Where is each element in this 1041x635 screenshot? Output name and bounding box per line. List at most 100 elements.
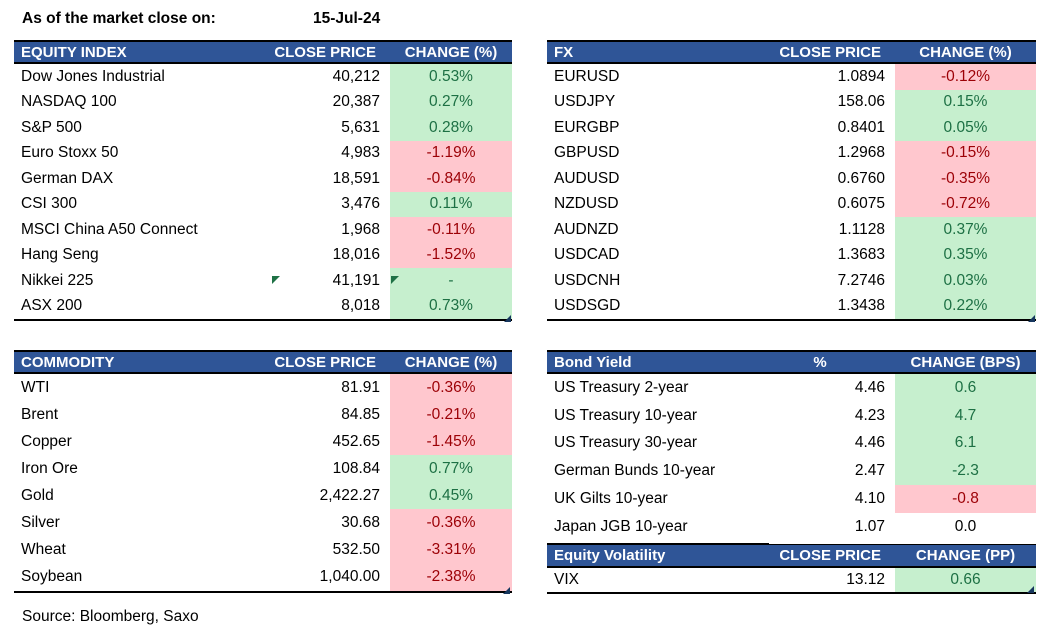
table-row: Copper 452.65 -1.45% xyxy=(14,428,512,456)
close-price: 3,476 xyxy=(341,195,380,213)
instrument-name: UK Gilts 10-year xyxy=(554,489,668,507)
close-price: 5,631 xyxy=(341,118,380,136)
change-value: 0.03% xyxy=(895,268,1036,294)
instrument-name: ASX 200 xyxy=(21,297,83,315)
change-value: -1.45% xyxy=(390,428,512,456)
instrument-name: USDCNH xyxy=(554,271,621,289)
instrument-name: EURUSD xyxy=(554,67,620,85)
close-price: 4.46 xyxy=(854,378,885,396)
instrument-name: Brent xyxy=(21,405,59,423)
equity_volatility-header-row: Equity Volatility CLOSE PRICE CHANGE (PP) xyxy=(547,544,1036,568)
column-header-value: CLOSE PRICE xyxy=(274,353,376,371)
column-header-value: CLOSE PRICE xyxy=(779,43,881,61)
instrument-name: Hang Seng xyxy=(21,246,99,264)
change-value: 4.7 xyxy=(895,401,1036,430)
change-value: -0.35% xyxy=(895,166,1036,192)
close-price: 1,040.00 xyxy=(319,568,380,586)
bond_yield-body: US Treasury 2-year 4.46 0.6 US Treasury 10-… xyxy=(547,374,1036,541)
close-price: 1.1128 xyxy=(838,220,885,238)
table-row: AUDNZD 1.1128 0.37% xyxy=(547,217,1036,243)
change-value: 0.22% xyxy=(895,293,1036,319)
instrument-name: German Bunds 10-year xyxy=(554,462,716,480)
change-value: -0.8 xyxy=(895,485,1036,513)
close-price: 18,591 xyxy=(332,169,380,187)
change-value: 0.6 xyxy=(895,374,1036,402)
change-value: -0.21% xyxy=(390,401,512,429)
table-row: UK Gilts 10-year 4.10 -0.8 xyxy=(547,485,1036,513)
close-price: 4.23 xyxy=(854,406,885,424)
table-row: USDSGD 1.3438 0.22% xyxy=(547,293,1036,319)
table-corner-marker-icon xyxy=(503,587,510,594)
table-row: MSCI China A50 Connect 1,968 -0.11% xyxy=(14,217,512,243)
close-price: 158.06 xyxy=(837,93,885,111)
table-row: Euro Stoxx 50 4,983 -1.19% xyxy=(14,140,512,166)
instrument-name: Copper xyxy=(21,432,72,450)
change-value: -1.19% xyxy=(390,140,512,166)
close-price: 1.2968 xyxy=(837,144,885,162)
column-header-title: EQUITY INDEX xyxy=(21,43,127,61)
close-price: 40,212 xyxy=(332,67,380,85)
table-row: USDCNH 7.2746 0.03% xyxy=(547,268,1036,294)
close-price: 2,422.27 xyxy=(319,486,380,504)
instrument-name: MSCI China A50 Connect xyxy=(21,220,198,238)
table-row: AUDUSD 0.6760 -0.35% xyxy=(547,166,1036,192)
bond-yield-table: Bond Yield% CHANGE (BPS) US Treasury 2-yea… xyxy=(547,350,1036,541)
table-row: USDCAD 1.3683 0.35% xyxy=(547,242,1036,268)
change-value: 0.35% xyxy=(895,242,1036,268)
table-row: CSI 300 3,476 0.11% xyxy=(14,191,512,217)
close-price: 1.07 xyxy=(854,517,885,535)
change-value: -2.3 xyxy=(895,457,1036,485)
change-value: 0.73% xyxy=(390,293,512,319)
close-price: 1.3438 xyxy=(837,297,885,315)
close-price: 1,968 xyxy=(341,220,380,238)
column-header-value: % xyxy=(813,353,827,371)
close-price: 4.10 xyxy=(854,489,885,507)
table-row: VIX 13.12 0.66 xyxy=(547,568,1036,592)
change-value: 0.05% xyxy=(895,115,1036,141)
close-price: 1.3683 xyxy=(837,246,885,264)
table-row: Iron Ore 108.84 0.77% xyxy=(14,455,512,483)
close-price: 0.6075 xyxy=(837,195,885,213)
close-price: 532.50 xyxy=(332,541,380,559)
column-header-value: CLOSE PRICE xyxy=(779,547,881,564)
change-value: -0.15% xyxy=(895,140,1036,166)
change-value: 6.1 xyxy=(895,429,1036,458)
change-value: 0.11% xyxy=(390,191,512,217)
change-value: 0.45% xyxy=(390,482,512,510)
instrument-name: AUDNZD xyxy=(554,220,619,238)
commodity-body: WTI 81.91 -0.36% Brent 84.85 -0.21% Copper 452.… xyxy=(14,374,512,593)
column-header-title: Bond Yield xyxy=(554,353,632,371)
instrument-name: Euro Stoxx 50 xyxy=(21,144,119,162)
instrument-name: Japan JGB 10-year xyxy=(554,517,688,535)
close-price: 20,387 xyxy=(332,93,380,111)
fx-header-row: FX CLOSE PRICE CHANGE (%) xyxy=(547,40,1036,64)
change-value: -0.11% xyxy=(390,217,512,243)
table-corner-marker-icon xyxy=(1028,315,1035,322)
close-price: 30.68 xyxy=(341,514,380,532)
table-row: Hang Seng 18,016 -1.52% xyxy=(14,242,512,268)
instrument-name: AUDUSD xyxy=(554,169,620,187)
close-price: 84.85 xyxy=(341,405,380,423)
change-value: 0.28% xyxy=(390,115,512,141)
table-row: NZDUSD 0.6075 -0.72% xyxy=(547,191,1036,217)
change-value: 0.66 xyxy=(895,568,1036,592)
instrument-name: Dow Jones Industrial xyxy=(21,67,165,85)
column-header-change: CHANGE (PP) xyxy=(915,547,1016,564)
instrument-name: German DAX xyxy=(21,169,114,187)
table-row: Nikkei 225 41,191- xyxy=(14,268,512,294)
close-price: 1.0894 xyxy=(837,67,885,85)
column-header-change: CHANGE (%) xyxy=(919,43,1012,61)
close-price: 2.47 xyxy=(854,462,885,480)
table-row: US Treasury 30-year 4.46 6.1 xyxy=(547,429,1036,458)
instrument-name: CSI 300 xyxy=(21,195,78,213)
instrument-name: US Treasury 2-year xyxy=(554,378,689,396)
equity_volatility-body: VIX 13.12 0.66 xyxy=(547,568,1036,594)
table-row: Japan JGB 10-year 1.07 0.0 xyxy=(547,513,1036,541)
table-row: Dow Jones Industrial 40,212 0.53% xyxy=(14,64,512,90)
column-header-title: COMMODITY xyxy=(21,353,115,371)
change-value: -0.12% xyxy=(895,64,1036,90)
bond_yield-header-row: Bond Yield% CHANGE (BPS) xyxy=(547,350,1036,374)
change-value: 0.77% xyxy=(390,455,512,483)
instrument-name: Nikkei 225 xyxy=(21,271,94,289)
change-value: -0.72% xyxy=(895,191,1036,217)
